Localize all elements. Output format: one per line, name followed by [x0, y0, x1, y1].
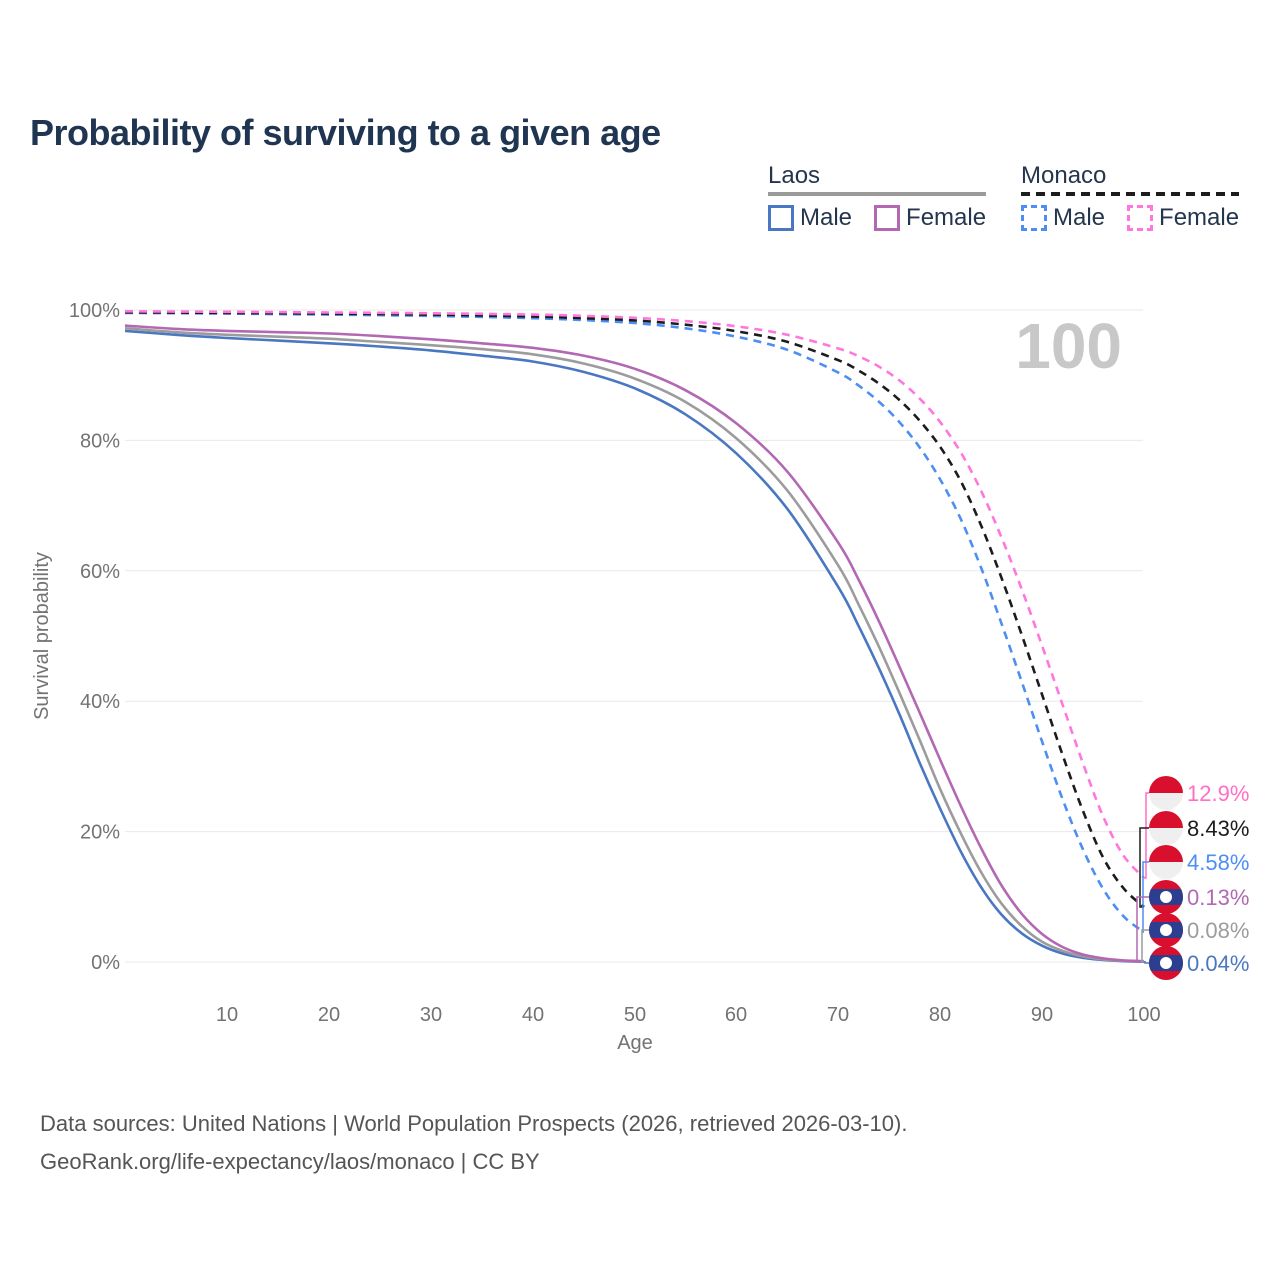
y-tick-label: 60%	[80, 561, 120, 583]
curve-monaco-total	[124, 311, 1145, 908]
footer-data-sources: Data sources: United Nations | World Pop…	[40, 1111, 908, 1136]
end-label-laos-female: 0.13%	[1187, 885, 1249, 910]
x-tick-label: 70	[827, 1004, 849, 1026]
leader-line-laos-total	[1141, 929, 1149, 963]
monaco-female-swatch-icon	[1127, 205, 1154, 232]
y-tick-label: 80%	[80, 430, 120, 452]
laos-solid-line-key	[768, 192, 987, 197]
y-tick-label: 100%	[69, 300, 120, 322]
curve-laos-total	[124, 327, 1145, 963]
x-axis-title: Age	[617, 1032, 653, 1054]
legend-item-label: Female	[1159, 204, 1240, 232]
laos-flag-icon	[1149, 913, 1183, 947]
x-tick-label: 90	[1031, 1004, 1053, 1026]
x-tick-label: 60	[725, 1004, 747, 1026]
y-axis-title: Survival probability	[31, 552, 53, 720]
x-tick-label: 100	[1127, 1004, 1160, 1026]
curve-laos-female	[124, 324, 1145, 963]
end-label-monaco-female: 12.9%	[1187, 781, 1249, 806]
x-tick-label: 40	[522, 1004, 544, 1026]
legend-item-monaco-female[interactable]: Female	[1127, 204, 1239, 232]
legend-group-laos: Laos Male Female	[768, 162, 987, 232]
legend-group-monaco: Monaco Male Female	[1021, 162, 1240, 232]
legend-country-laos: Laos	[768, 162, 821, 189]
monaco-dashed-line-key	[1021, 192, 1240, 197]
curve-monaco-female	[124, 310, 1145, 879]
footer: Data sources: United Nations | World Pop…	[40, 1105, 907, 1181]
x-tick-label: 80	[929, 1004, 951, 1026]
x-tick-label: 20	[318, 1004, 340, 1026]
laos-male-swatch-icon	[768, 205, 794, 232]
end-label-monaco-total: 8.43%	[1187, 816, 1249, 841]
monaco-flag-icon	[1149, 776, 1183, 810]
gridlines	[125, 309, 1143, 963]
legend-item-label: Male	[800, 204, 853, 232]
monaco-flag-icon	[1149, 811, 1183, 845]
laos-female-swatch-icon	[874, 205, 901, 232]
x-tick-label: 10	[216, 1004, 238, 1026]
legend-item-label: Female	[906, 204, 987, 232]
legend-item-laos-male[interactable]: Male	[768, 204, 852, 232]
end-label-monaco-male: 4.58%	[1187, 850, 1249, 875]
y-tick-label: 0%	[91, 952, 120, 974]
page-title: Probability of surviving to a given age	[30, 112, 661, 154]
x-tick-label: 50	[624, 1004, 646, 1026]
laos-flag-icon	[1149, 880, 1183, 914]
monaco-flag-icon	[1149, 845, 1183, 879]
legend-item-laos-female[interactable]: Female	[874, 204, 986, 232]
legend-item-monaco-male[interactable]: Male	[1021, 204, 1105, 232]
laos-flag-icon	[1149, 946, 1183, 980]
survival-chart-svg: 100 100% 80% 60% 40% 20% 0% Survival pro…	[31, 300, 1249, 1054]
leader-line-laos-female	[1136, 896, 1149, 962]
y-tick-label: 40%	[80, 691, 120, 713]
legend-country-monaco: Monaco	[1021, 162, 1107, 189]
end-label-laos-male: 0.04%	[1187, 951, 1249, 976]
x-tick-label: 30	[420, 1004, 442, 1026]
watermark-age-label: 100	[1015, 310, 1122, 382]
footer-attribution: GeoRank.org/life-expectancy/laos/monaco …	[40, 1149, 540, 1174]
y-tick-label: 20%	[80, 822, 120, 844]
curve-laos-male	[124, 329, 1145, 963]
monaco-male-swatch-icon	[1021, 205, 1047, 232]
curve-monaco-male	[124, 311, 1145, 934]
leader-line-monaco-total	[1139, 827, 1149, 908]
legend-item-label: Male	[1053, 204, 1106, 232]
leader-line-monaco-female	[1144, 792, 1149, 879]
survival-chart: 100 100% 80% 60% 40% 20% 0% Survival pro…	[0, 280, 1280, 1070]
leader-line-laos-male	[1144, 960, 1149, 964]
end-label-laos-total: 0.08%	[1187, 918, 1249, 943]
